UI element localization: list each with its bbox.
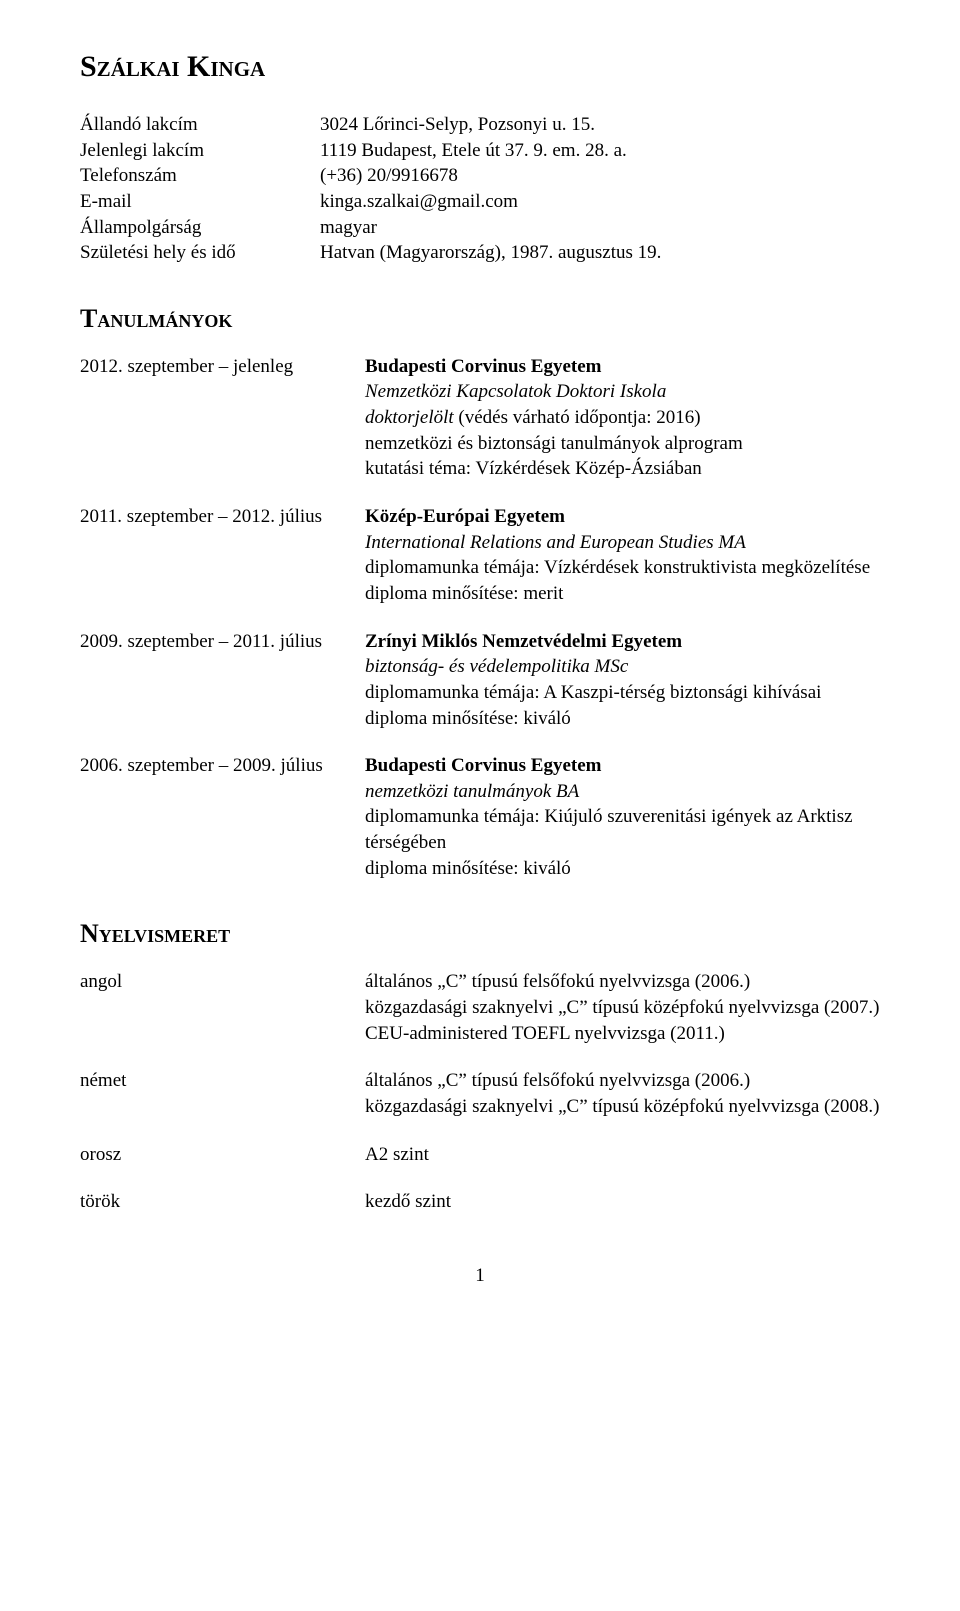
education-details: Közép-Európai EgyetemInternational Relat…	[365, 504, 880, 607]
personal-info-value: 1119 Budapest, Etele út 37. 9. em. 28. a…	[320, 138, 880, 164]
personal-info-value: magyar	[320, 215, 880, 241]
language-details: általános „C” típusú felsőfokú nyelvvizs…	[365, 969, 880, 1046]
education-line: nemzetközi és biztonsági tanulmányok alp…	[365, 431, 880, 457]
education-line-italic: doktorjelölt	[365, 407, 454, 428]
personal-info-row: Állandó lakcím3024 Lőrinci-Selyp, Pozson…	[80, 112, 880, 138]
languages-block: angoláltalános „C” típusú felsőfokú nyel…	[80, 969, 880, 1214]
education-entry: 2011. szeptember – 2012. júliusKözép-Eur…	[80, 504, 880, 607]
language-line: általános „C” típusú felsőfokú nyelvvizs…	[365, 1068, 880, 1094]
education-period: 2009. szeptember – 2011. július	[80, 629, 365, 732]
education-period: 2011. szeptember – 2012. július	[80, 504, 365, 607]
personal-info-label: E-mail	[80, 189, 320, 215]
education-entry: 2006. szeptember – 2009. júliusBudapesti…	[80, 753, 880, 881]
personal-info-label: Jelenlegi lakcím	[80, 138, 320, 164]
language-line: A2 szint	[365, 1142, 880, 1168]
cv-page: Szálkai Kinga Állandó lakcím3024 Lőrinci…	[0, 0, 960, 1327]
education-entry: 2009. szeptember – 2011. júliusZrínyi Mi…	[80, 629, 880, 732]
language-line: kezdő szint	[365, 1189, 880, 1215]
education-program: nemzetközi tanulmányok BA	[365, 779, 880, 805]
language-details: általános „C” típusú felsőfokú nyelvvizs…	[365, 1068, 880, 1119]
education-details: Zrínyi Miklós Nemzetvédelmi Egyetembizto…	[365, 629, 880, 732]
section-education-title: Tanulmányok	[80, 304, 880, 334]
education-institution: Budapesti Corvinus Egyetem	[365, 354, 880, 380]
education-line: diploma minősítése: merit	[365, 581, 880, 607]
language-details: A2 szint	[365, 1142, 880, 1168]
language-entry: németáltalános „C” típusú felsőfokú nyel…	[80, 1068, 880, 1119]
personal-info-block: Állandó lakcím3024 Lőrinci-Selyp, Pozson…	[80, 112, 880, 266]
personal-info-label: Állandó lakcím	[80, 112, 320, 138]
language-name: német	[80, 1068, 365, 1119]
personal-info-value: 3024 Lőrinci-Selyp, Pozsonyi u. 15.	[320, 112, 880, 138]
page-number: 1	[80, 1265, 880, 1287]
personal-info-label: Telefonszám	[80, 163, 320, 189]
education-details: Budapesti Corvinus EgyetemNemzetközi Kap…	[365, 354, 880, 482]
education-line: diplomamunka témája: Vízkérdések konstru…	[365, 555, 880, 581]
person-name: Szálkai Kinga	[80, 50, 880, 84]
education-line: diploma minősítése: kiváló	[365, 856, 880, 882]
education-line: diploma minősítése: kiváló	[365, 706, 880, 732]
personal-info-row: Jelenlegi lakcím1119 Budapest, Etele út …	[80, 138, 880, 164]
language-entry: angoláltalános „C” típusú felsőfokú nyel…	[80, 969, 880, 1046]
personal-info-row: Állampolgárságmagyar	[80, 215, 880, 241]
education-line: doktorjelölt (védés várható időpontja: 2…	[365, 405, 880, 431]
personal-info-value: kinga.szalkai@gmail.com	[320, 189, 880, 215]
education-line: diplomamunka témája: A Kaszpi-térség biz…	[365, 680, 880, 706]
language-entry: oroszA2 szint	[80, 1142, 880, 1168]
section-languages-title: Nyelvismeret	[80, 919, 880, 949]
education-program: biztonság- és védelempolitika MSc	[365, 654, 880, 680]
language-entry: törökkezdő szint	[80, 1189, 880, 1215]
education-institution: Zrínyi Miklós Nemzetvédelmi Egyetem	[365, 629, 880, 655]
personal-info-value: (+36) 20/9916678	[320, 163, 880, 189]
language-line: CEU-administered TOEFL nyelvvizsga (2011…	[365, 1021, 880, 1047]
education-block: 2012. szeptember – jelenlegBudapesti Cor…	[80, 354, 880, 882]
education-line: kutatási téma: Vízkérdések Közép-Ázsiába…	[365, 456, 880, 482]
language-name: orosz	[80, 1142, 365, 1168]
education-line: diplomamunka témája: Kiújuló szuverenitá…	[365, 804, 880, 855]
language-name: török	[80, 1189, 365, 1215]
language-line: közgazdasági szaknyelvi „C” típusú közép…	[365, 995, 880, 1021]
language-line: általános „C” típusú felsőfokú nyelvvizs…	[365, 969, 880, 995]
education-period: 2006. szeptember – 2009. július	[80, 753, 365, 881]
personal-info-row: Telefonszám(+36) 20/9916678	[80, 163, 880, 189]
language-details: kezdő szint	[365, 1189, 880, 1215]
education-institution: Közép-Európai Egyetem	[365, 504, 880, 530]
personal-info-label: Születési hely és idő	[80, 240, 320, 266]
education-period: 2012. szeptember – jelenleg	[80, 354, 365, 482]
language-line: közgazdasági szaknyelvi „C” típusú közép…	[365, 1094, 880, 1120]
education-institution: Budapesti Corvinus Egyetem	[365, 753, 880, 779]
personal-info-row: Születési hely és időHatvan (Magyarorszá…	[80, 240, 880, 266]
education-program: International Relations and European Stu…	[365, 530, 880, 556]
language-name: angol	[80, 969, 365, 1046]
education-entry: 2012. szeptember – jelenlegBudapesti Cor…	[80, 354, 880, 482]
personal-info-row: E-mailkinga.szalkai@gmail.com	[80, 189, 880, 215]
personal-info-value: Hatvan (Magyarország), 1987. augusztus 1…	[320, 240, 880, 266]
personal-info-label: Állampolgárság	[80, 215, 320, 241]
education-details: Budapesti Corvinus Egyetemnemzetközi tan…	[365, 753, 880, 881]
education-program: Nemzetközi Kapcsolatok Doktori Iskola	[365, 379, 880, 405]
